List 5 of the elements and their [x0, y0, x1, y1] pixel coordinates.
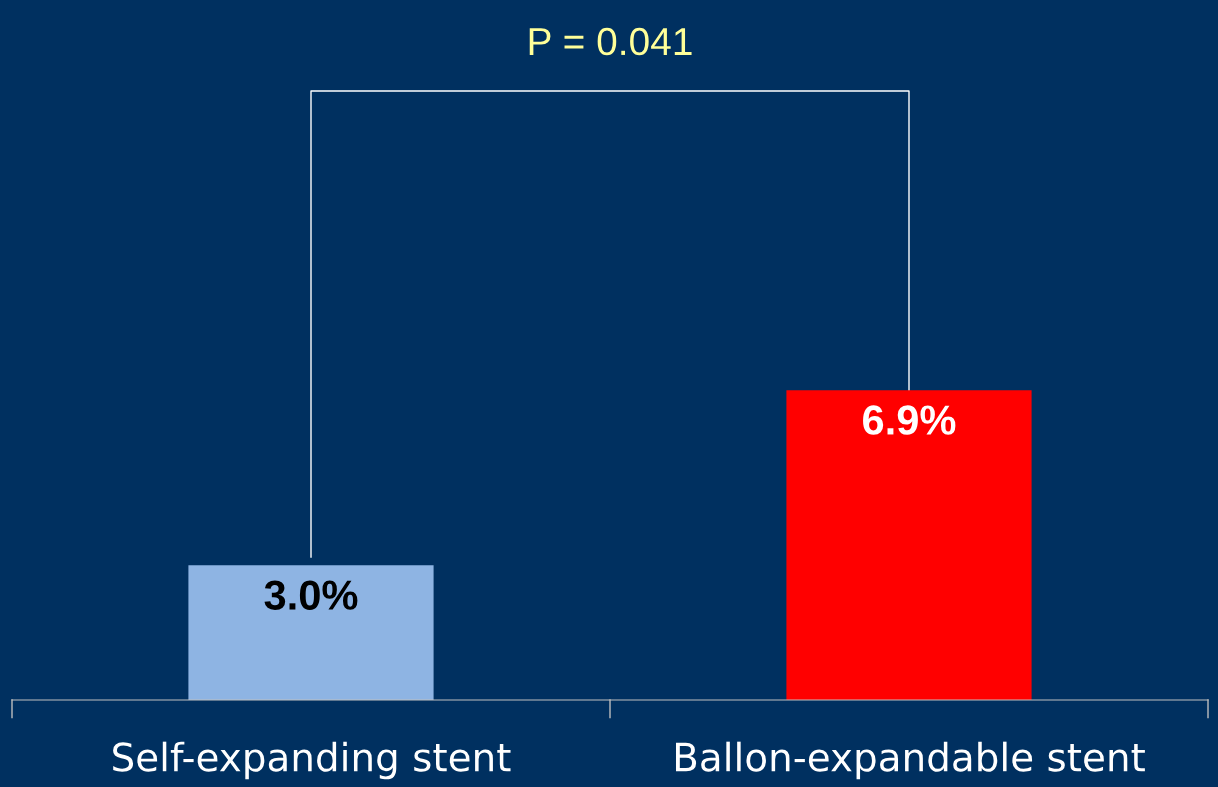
data-label: 3.0% — [264, 580, 358, 610]
x-tick-label: Ballon-expandable stent — [675, 741, 1145, 780]
data-label: 6.9% — [863, 405, 956, 435]
text: P = 0.041 — [529, 27, 692, 56]
x-tick-label: Self-expanding stent — [113, 741, 511, 780]
